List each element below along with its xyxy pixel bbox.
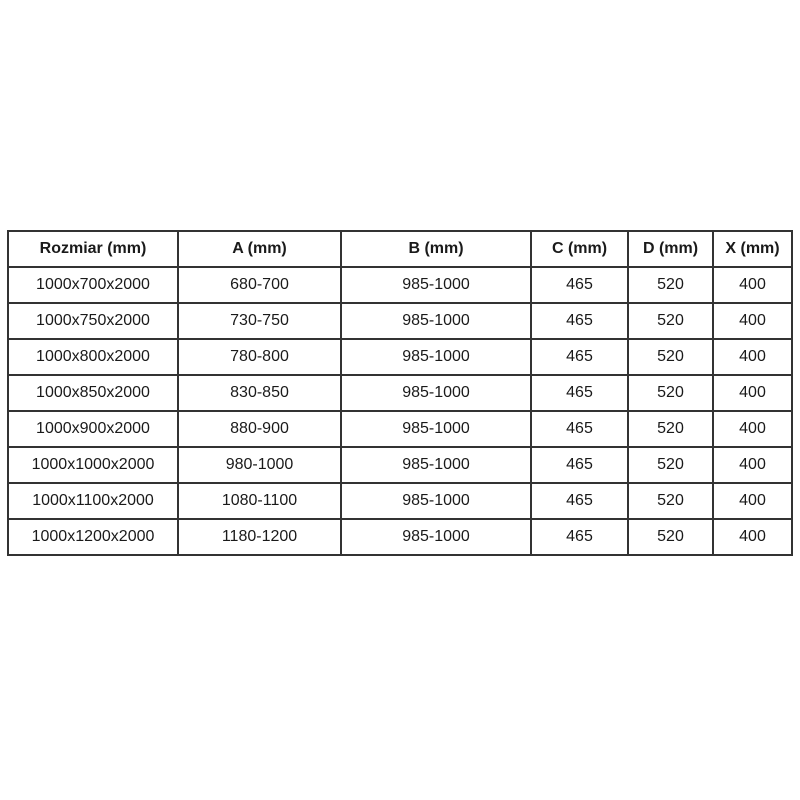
table-cell: 1000x1200x2000 — [7, 518, 179, 556]
table-cell: 985-1000 — [340, 302, 532, 340]
table-cell: 1000x750x2000 — [7, 302, 179, 340]
table-cell: 985-1000 — [340, 266, 532, 304]
table-cell: 1000x800x2000 — [7, 338, 179, 376]
column-header-d: D (mm) — [627, 230, 714, 268]
table-cell: 1000x1100x2000 — [7, 482, 179, 520]
table-cell: 400 — [712, 410, 793, 448]
table-cell: 1000x850x2000 — [7, 374, 179, 412]
table-row: 1000x850x2000 830-850 985-1000 465 520 4… — [7, 374, 793, 412]
table-row: 1000x700x2000 680-700 985-1000 465 520 4… — [7, 266, 793, 304]
table-cell: 465 — [530, 410, 629, 448]
table-cell: 985-1000 — [340, 410, 532, 448]
table-cell: 400 — [712, 374, 793, 412]
table-cell: 400 — [712, 338, 793, 376]
table-cell: 985-1000 — [340, 446, 532, 484]
table-cell: 985-1000 — [340, 482, 532, 520]
table-row: 1000x1100x2000 1080-1100 985-1000 465 52… — [7, 482, 793, 520]
table-cell: 400 — [712, 266, 793, 304]
table-cell: 520 — [627, 302, 714, 340]
table-cell: 520 — [627, 338, 714, 376]
size-spec-table: Rozmiar (mm) A (mm) B (mm) C (mm) D (mm)… — [7, 230, 793, 556]
table-cell: 680-700 — [177, 266, 342, 304]
table-cell: 465 — [530, 302, 629, 340]
table-cell: 465 — [530, 338, 629, 376]
table-cell: 520 — [627, 446, 714, 484]
table-cell: 980-1000 — [177, 446, 342, 484]
table-cell: 520 — [627, 374, 714, 412]
table-row: 1000x1200x2000 1180-1200 985-1000 465 52… — [7, 518, 793, 556]
table-cell: 465 — [530, 266, 629, 304]
table-cell: 830-850 — [177, 374, 342, 412]
table-cell: 985-1000 — [340, 374, 532, 412]
table-cell: 400 — [712, 302, 793, 340]
column-header-rozmiar: Rozmiar (mm) — [7, 230, 179, 268]
table-cell: 465 — [530, 482, 629, 520]
table-cell: 400 — [712, 446, 793, 484]
table-cell: 465 — [530, 518, 629, 556]
table-cell: 780-800 — [177, 338, 342, 376]
column-header-a: A (mm) — [177, 230, 342, 268]
table-row: 1000x900x2000 880-900 985-1000 465 520 4… — [7, 410, 793, 448]
table-cell: 520 — [627, 266, 714, 304]
table-cell: 520 — [627, 410, 714, 448]
table-row: 1000x1000x2000 980-1000 985-1000 465 520… — [7, 446, 793, 484]
table-cell: 985-1000 — [340, 338, 532, 376]
column-header-c: C (mm) — [530, 230, 629, 268]
table-cell: 1000x700x2000 — [7, 266, 179, 304]
column-header-x: X (mm) — [712, 230, 793, 268]
table-row: 1000x800x2000 780-800 985-1000 465 520 4… — [7, 338, 793, 376]
table-cell: 400 — [712, 482, 793, 520]
table-cell: 1000x1000x2000 — [7, 446, 179, 484]
table-cell: 465 — [530, 374, 629, 412]
column-header-b: B (mm) — [340, 230, 532, 268]
table-cell: 520 — [627, 482, 714, 520]
table-cell: 730-750 — [177, 302, 342, 340]
table-cell: 1080-1100 — [177, 482, 342, 520]
table-cell: 1000x900x2000 — [7, 410, 179, 448]
table-cell: 520 — [627, 518, 714, 556]
table-cell: 880-900 — [177, 410, 342, 448]
table-cell: 985-1000 — [340, 518, 532, 556]
table-header-row: Rozmiar (mm) A (mm) B (mm) C (mm) D (mm)… — [7, 230, 793, 268]
table-cell: 1180-1200 — [177, 518, 342, 556]
table-cell: 465 — [530, 446, 629, 484]
table-cell: 400 — [712, 518, 793, 556]
table-row: 1000x750x2000 730-750 985-1000 465 520 4… — [7, 302, 793, 340]
